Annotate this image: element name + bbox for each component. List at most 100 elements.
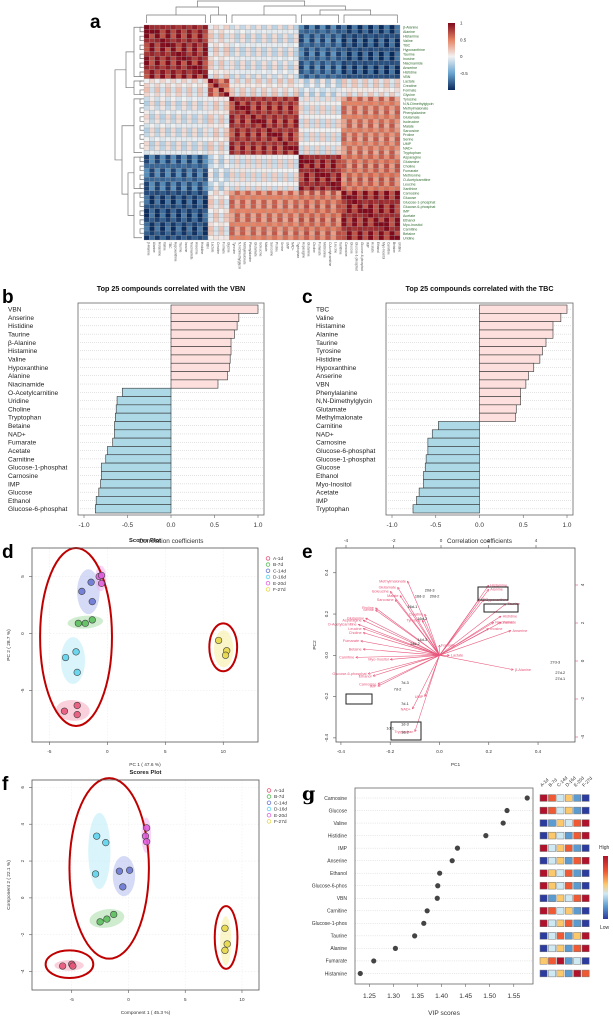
vip-category-label: Ethanol <box>330 871 347 877</box>
heat-cell <box>564 844 573 852</box>
heatmap-cell <box>197 141 203 147</box>
heatmap-cell <box>394 190 401 196</box>
heatmap-cell <box>325 150 331 156</box>
heatmap-cell <box>170 101 177 106</box>
heatmap-cell <box>362 78 369 84</box>
heat-cell <box>548 831 556 840</box>
heatmap-cell <box>218 38 225 44</box>
heatmap-cell <box>170 42 177 48</box>
heatmap-cell <box>287 65 294 70</box>
legend-marker <box>265 556 271 561</box>
heatmap-cell <box>261 221 267 227</box>
heatmap-cell <box>314 87 321 93</box>
heatmap-cell <box>314 51 321 57</box>
heatmap-col-label: Glutamine <box>307 242 311 257</box>
loading-label: Tryptophan <box>394 730 413 734</box>
heatmap-cell <box>202 127 209 133</box>
heatmap-cell <box>373 136 379 142</box>
heatmap-cell <box>325 163 331 169</box>
heatmap-cell <box>266 226 273 232</box>
heatmap-cell <box>335 177 342 182</box>
heatmap-cell <box>229 123 235 129</box>
heatmap-cell <box>314 105 321 111</box>
bar-category-label: TBC <box>316 307 329 314</box>
heatmap-cell <box>250 195 257 200</box>
heatmap-cell <box>367 221 374 227</box>
loading-label: UMP <box>415 695 424 699</box>
heatmap-cell <box>170 235 177 241</box>
heatmap-cell <box>218 154 225 160</box>
heatmap-cell <box>303 136 310 142</box>
heatmap-cell <box>346 42 353 48</box>
heatmap-cell <box>181 114 187 120</box>
loading-arrow <box>439 584 489 656</box>
heatmap-cell <box>229 83 235 88</box>
heatmap-cell <box>266 42 273 48</box>
heatmap-cell <box>341 29 347 35</box>
heatmap-cell <box>383 213 390 218</box>
heatmap-cell <box>383 195 390 200</box>
heatmap-cell <box>223 105 230 111</box>
bar-category-label: Glucose-1-phosphat <box>316 456 376 463</box>
heatmap-cell <box>298 226 305 232</box>
heatmap-cell <box>271 83 278 88</box>
heatmap-cell <box>335 83 342 88</box>
heatmap-cell <box>335 56 342 61</box>
heatmap-cell <box>218 87 225 93</box>
heatmap-cell <box>197 29 203 35</box>
heatmap-cell <box>234 105 241 111</box>
heatmap-cell <box>346 199 353 205</box>
heatmap-cell <box>282 235 289 241</box>
heatmap-cell <box>159 172 166 178</box>
heatmap-cell <box>229 109 235 115</box>
heatmap-cell <box>250 47 257 52</box>
heatmap-cell <box>223 145 230 151</box>
heatmap-cell <box>394 51 401 57</box>
heatmap-cell <box>351 208 358 214</box>
heatmap-cell <box>239 235 246 241</box>
dendrogram-branch <box>139 53 144 59</box>
heatmap-cell <box>335 123 342 129</box>
heatmap-row-label: N,N-Dimethylglycin <box>403 102 434 106</box>
heatmap-cell <box>250 69 257 75</box>
heatmap-cell <box>239 38 246 44</box>
bar <box>479 321 554 331</box>
heatmap-cell <box>213 168 219 173</box>
bar-category-label: Alanine <box>8 373 30 380</box>
heatmap-cell <box>181 96 187 102</box>
heatmap-cell <box>293 42 299 48</box>
heatmap-cell <box>207 136 214 142</box>
heatmap-cell <box>261 195 267 200</box>
heatmap-cell <box>373 226 379 232</box>
heatmap-cell <box>319 177 326 182</box>
heatmap-cell <box>319 60 326 66</box>
heatmap-cell <box>271 181 278 187</box>
loading-label: Myo-Inositol <box>368 658 389 662</box>
data-point <box>223 940 231 948</box>
heatmap-cell <box>330 105 337 111</box>
heatmap-cell <box>282 33 289 39</box>
heatmap-cell <box>154 56 161 61</box>
heatmap-cell <box>298 47 305 52</box>
x-tick-label: -0.4 <box>337 749 345 754</box>
heatmap-cell <box>255 96 262 102</box>
heatmap-cell <box>271 24 278 30</box>
heatmap-cell <box>271 69 278 75</box>
heatmap-cell <box>149 230 155 236</box>
heatmap-cell <box>186 199 193 205</box>
heatmap-cell <box>325 24 331 30</box>
heatmap-cell <box>255 33 262 39</box>
heatmap-cell <box>367 145 374 151</box>
heatmap-cell <box>277 47 283 52</box>
heatmap-cell <box>325 186 331 191</box>
heatmap-cell <box>357 159 363 164</box>
heatmap-cell <box>357 190 363 196</box>
heatmap-cell <box>149 217 155 223</box>
heatmap-cell <box>271 195 278 200</box>
heatmap-cell <box>298 195 305 200</box>
heatmap-cell <box>149 141 155 147</box>
heatmap-cell <box>181 221 187 227</box>
panel-label-g: g <box>302 783 315 805</box>
heatmap-cell <box>234 150 241 156</box>
heatmap-cell <box>335 195 342 200</box>
